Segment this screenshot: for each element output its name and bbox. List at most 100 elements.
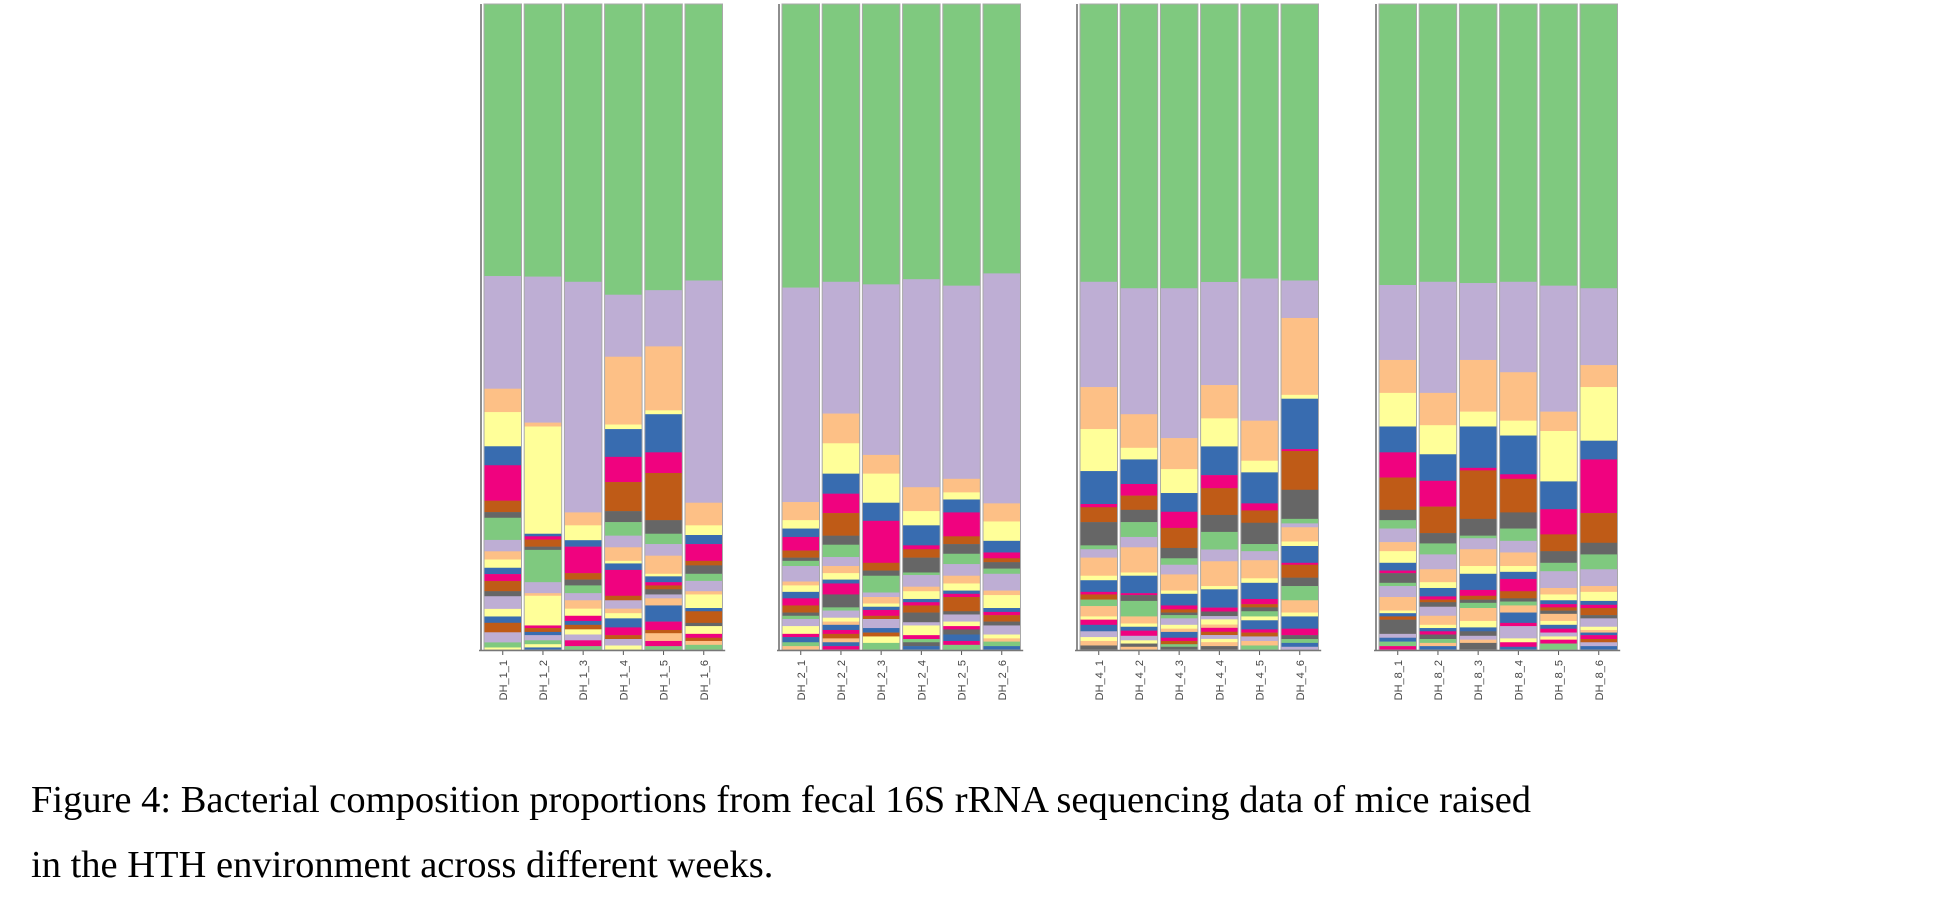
bar-segment xyxy=(644,290,683,347)
bar-segment xyxy=(1459,283,1497,361)
bar-DH_1_3 xyxy=(563,3,603,651)
bar-segment xyxy=(644,4,683,291)
bar-segment xyxy=(1200,619,1239,625)
bar-segment xyxy=(1200,549,1239,562)
bar-segment xyxy=(862,628,900,633)
bar-segment xyxy=(1379,509,1417,521)
bar-segment xyxy=(1419,281,1457,394)
bar-segment xyxy=(942,626,981,630)
bar-segment xyxy=(484,559,522,569)
bar-segment xyxy=(685,535,723,545)
bar-segment xyxy=(1240,582,1279,600)
bar-segment xyxy=(1379,586,1417,598)
bar-segment xyxy=(1240,636,1279,642)
bar-segment xyxy=(1580,635,1618,640)
x-tick-label: DH_8_5 xyxy=(1554,660,1566,700)
bar-segment xyxy=(484,551,522,560)
bar-segment xyxy=(1240,607,1279,612)
bar-segment xyxy=(902,545,941,550)
bar-segment xyxy=(524,593,562,597)
bar-DH_4_6 xyxy=(1280,3,1319,651)
bar-segment xyxy=(1160,469,1198,494)
bar-segment xyxy=(1379,520,1417,529)
bar-segment xyxy=(524,595,562,626)
bar-segment xyxy=(604,608,643,614)
bar-segment xyxy=(685,611,723,624)
bar-DH_4_5 xyxy=(1240,3,1279,651)
bar-DH_2_3 xyxy=(861,3,901,651)
bar-segment xyxy=(685,280,723,504)
bar-segment xyxy=(644,633,683,642)
bar-segment xyxy=(942,564,981,577)
bar-segment xyxy=(1200,638,1239,643)
bar-segment xyxy=(1499,372,1538,421)
bar-segment xyxy=(1080,504,1118,508)
bar-segment xyxy=(1281,4,1319,281)
bar-segment xyxy=(822,633,860,639)
bar-segment xyxy=(822,638,860,643)
bar-segment xyxy=(1200,627,1239,633)
bar-segment xyxy=(1499,478,1538,513)
bar-segment xyxy=(1459,538,1497,550)
bar-segment xyxy=(484,574,522,582)
bar-segment xyxy=(1281,635,1319,640)
bar-segment xyxy=(1281,600,1319,613)
bar-segment xyxy=(1499,528,1538,542)
bar-segment xyxy=(644,473,683,521)
bar-segment xyxy=(862,609,900,617)
bar-segment xyxy=(942,597,981,612)
bar-DH_8_4 xyxy=(1499,3,1538,651)
bar-segment xyxy=(1080,580,1118,593)
bar-segment xyxy=(1281,317,1319,396)
bar-segment xyxy=(1281,639,1319,644)
bar-segment xyxy=(1120,593,1158,596)
bar-segment xyxy=(484,647,522,651)
bar-segment xyxy=(1160,618,1198,626)
bar-segment xyxy=(1240,578,1279,584)
bar-segment xyxy=(1200,611,1239,617)
bar-segment xyxy=(1539,534,1578,552)
bar-segment xyxy=(1419,543,1457,555)
bar-segment xyxy=(1499,578,1538,592)
bar-segment xyxy=(564,608,602,617)
bar-segment xyxy=(1240,611,1279,617)
bar-segment xyxy=(524,647,562,651)
bar-segment xyxy=(1499,4,1538,283)
bar-segment xyxy=(644,621,683,631)
bar-segment xyxy=(564,540,602,547)
bar-segment xyxy=(604,569,643,597)
bar-segment xyxy=(604,456,643,483)
bar-segment xyxy=(942,478,981,493)
bar-segment xyxy=(942,285,981,480)
bar-segment xyxy=(942,492,981,500)
bar-segment xyxy=(1459,608,1497,622)
bar-segment xyxy=(1419,533,1457,544)
bar-segment xyxy=(1379,646,1417,651)
bar-segment xyxy=(1419,596,1457,600)
bar-segment xyxy=(782,618,820,627)
bar-segment xyxy=(685,502,723,526)
bar-segment xyxy=(1499,646,1538,651)
bar-segment xyxy=(782,4,820,288)
bar-segment xyxy=(1160,493,1198,513)
bar-segment xyxy=(1120,595,1158,602)
bar-segment xyxy=(1539,620,1578,626)
bar-segment xyxy=(1459,635,1497,640)
bar-segment xyxy=(942,611,981,615)
bar-segment xyxy=(822,629,860,635)
bar-segment xyxy=(1160,547,1198,559)
bar-segment xyxy=(1379,616,1417,620)
bar-segment xyxy=(1160,631,1198,639)
bar-segment xyxy=(1240,420,1279,462)
bar-segment xyxy=(1379,637,1417,642)
bar-segment xyxy=(1459,620,1497,628)
bar-segment xyxy=(1160,646,1198,651)
bar-segment xyxy=(942,621,981,627)
x-tick-label: DH_2_2 xyxy=(836,660,848,700)
bar-segment xyxy=(862,473,900,504)
bar-segment xyxy=(902,557,941,573)
bar-segment xyxy=(644,646,683,651)
bar-segment xyxy=(1281,577,1319,587)
bar-segment xyxy=(822,642,860,647)
bar-segment xyxy=(1379,597,1417,611)
